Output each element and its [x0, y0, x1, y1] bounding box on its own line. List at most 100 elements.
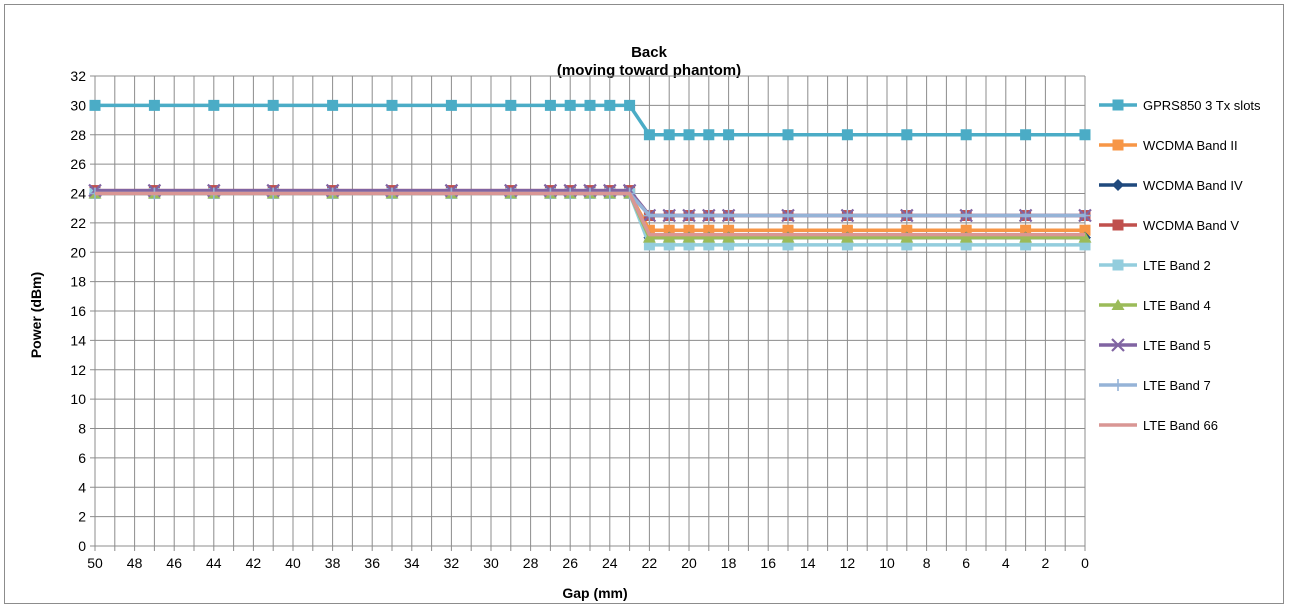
y-tick-label: 12: [70, 362, 86, 378]
x-tick-label: 30: [483, 555, 499, 571]
series-group: [88, 99, 1092, 251]
x-tick-label: 24: [602, 555, 618, 571]
y-tick-label: 16: [70, 303, 86, 319]
x-tick-label: 40: [285, 555, 301, 571]
x-tick-label: 2: [1042, 555, 1050, 571]
data-point: [960, 239, 972, 251]
data-point: [663, 129, 675, 141]
data-point: [663, 239, 675, 251]
x-tick-label: 18: [721, 555, 737, 571]
data-point: [564, 99, 576, 111]
legend-swatch-marker: [1112, 379, 1124, 391]
x-tick-label: 8: [923, 555, 931, 571]
data-point: [900, 231, 914, 243]
data-point: [702, 231, 716, 243]
data-point: [1078, 231, 1092, 243]
legend-entry: WCDMA Band V: [1099, 218, 1239, 233]
data-point: [702, 209, 715, 222]
legend-swatch-marker: [1112, 259, 1124, 271]
data-point: [841, 129, 853, 141]
data-point: [1079, 129, 1091, 141]
x-tick-label: 34: [404, 555, 420, 571]
y-tick-label: 24: [70, 186, 86, 202]
data-point: [624, 99, 636, 111]
legend-label: WCDMA Band II: [1143, 138, 1238, 153]
y-tick-label: 14: [70, 332, 86, 348]
y-tick-label: 26: [70, 156, 86, 172]
legend-entry: LTE Band 7: [1099, 378, 1211, 393]
data-point: [703, 129, 715, 141]
x-tick-label: 32: [444, 555, 460, 571]
legend-label: LTE Band 4: [1143, 298, 1211, 313]
y-tick-label: 10: [70, 391, 86, 407]
x-tick-label: 20: [681, 555, 697, 571]
legend-label: WCDMA Band IV: [1143, 178, 1243, 193]
data-point: [1079, 239, 1091, 251]
data-point: [1079, 209, 1091, 222]
data-point: [901, 129, 913, 141]
x-tick-label: 12: [840, 555, 856, 571]
legend-label: GPRS850 3 Tx slots: [1143, 98, 1261, 113]
x-tick-label: 4: [1002, 555, 1010, 571]
y-tick-label: 32: [70, 68, 86, 84]
data-point: [386, 99, 398, 111]
data-point: [900, 209, 913, 222]
x-tick-label: 0: [1081, 555, 1089, 571]
y-tick-label: 20: [70, 244, 86, 260]
data-point: [901, 239, 913, 251]
data-point: [782, 129, 794, 141]
legend-label: LTE Band 7: [1143, 378, 1211, 393]
data-point: [703, 224, 715, 236]
x-tick-label: 14: [800, 555, 816, 571]
grid: [94, 75, 1086, 547]
data-point: [683, 224, 695, 236]
data-point: [505, 99, 517, 111]
y-tick-label: 8: [78, 421, 86, 437]
y-tick-label: 2: [78, 509, 86, 525]
y-tick-label: 0: [78, 538, 86, 554]
legend-label: WCDMA Band V: [1143, 218, 1239, 233]
legend-entry: WCDMA Band IV: [1099, 178, 1243, 193]
legend-entry: LTE Band 4: [1099, 298, 1211, 313]
x-tick-label: 22: [642, 555, 658, 571]
data-point: [901, 224, 913, 236]
data-point: [662, 231, 676, 243]
x-tick-label: 48: [127, 555, 143, 571]
data-point: [1019, 209, 1032, 222]
data-point: [723, 224, 735, 236]
y-tick-label: 4: [78, 479, 86, 495]
data-point: [682, 231, 696, 243]
legend-entry: WCDMA Band II: [1099, 138, 1238, 153]
x-tick-label: 10: [879, 555, 895, 571]
data-point: [327, 99, 339, 111]
data-point: [1020, 224, 1032, 236]
series-line: [95, 191, 1085, 237]
data-point: [841, 224, 853, 236]
chart-frame: Back (moving toward phantom) 0 2 4 6 8 10 12 14…: [4, 4, 1284, 604]
data-point: [683, 129, 695, 141]
data-point: [89, 99, 101, 111]
y-tick-label: 30: [70, 97, 86, 113]
data-point: [663, 209, 676, 222]
data-point: [1020, 129, 1032, 141]
data-point: [782, 224, 794, 236]
data-point: [782, 239, 794, 251]
series-line: [95, 103, 1085, 137]
data-point: [1019, 231, 1033, 243]
data-point: [841, 239, 853, 251]
data-point: [722, 209, 735, 222]
data-point: [584, 99, 596, 111]
x-tick-label: 38: [325, 555, 341, 571]
series-8: [95, 191, 1085, 237]
x-tick-label: 46: [166, 555, 182, 571]
legend-swatch-marker: [1112, 179, 1124, 191]
data-point: [643, 129, 655, 141]
data-point: [703, 239, 715, 251]
y-tick-label: 18: [70, 274, 86, 290]
data-point: [643, 209, 656, 222]
data-point: [1079, 224, 1091, 236]
data-point: [643, 239, 655, 251]
chart-title: Back: [631, 44, 668, 61]
data-point: [960, 129, 972, 141]
